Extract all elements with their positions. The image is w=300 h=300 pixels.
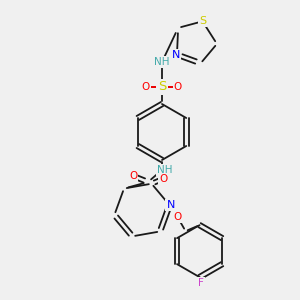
Text: F: F	[198, 278, 203, 288]
Text: NH: NH	[157, 165, 173, 175]
Text: O: O	[174, 82, 182, 92]
Text: O: O	[160, 174, 168, 184]
Text: O: O	[129, 171, 137, 181]
Text: N: N	[167, 200, 175, 210]
Text: S: S	[199, 16, 206, 26]
Text: O: O	[173, 212, 182, 222]
Text: O: O	[142, 82, 150, 92]
Text: S: S	[158, 80, 166, 94]
Text: N: N	[172, 50, 180, 60]
Text: NH: NH	[154, 57, 170, 67]
